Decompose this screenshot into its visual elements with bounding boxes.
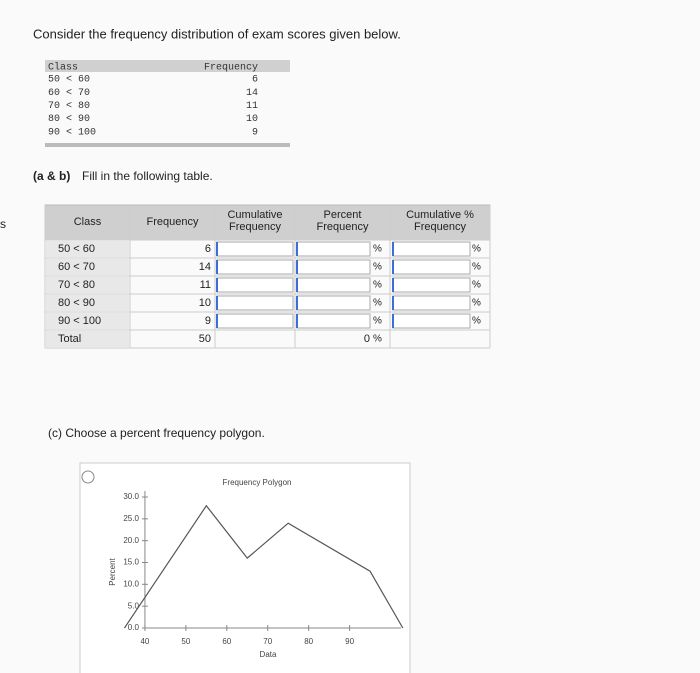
given-class: 60 < 70	[48, 88, 90, 99]
x-tick-label: 90	[345, 637, 354, 646]
percent-sign: %	[472, 280, 481, 291]
percent-sign: %	[373, 262, 382, 273]
percent-sign: %	[472, 316, 481, 327]
input-box[interactable]	[392, 313, 471, 329]
total-percent: 0	[364, 333, 370, 345]
x-tick-label: 80	[304, 637, 313, 646]
part-ab-label: (a & b)	[33, 169, 70, 183]
y-tick-label: 15.0	[123, 558, 139, 567]
class-cell-bg	[46, 259, 129, 275]
input-box[interactable]	[392, 295, 471, 311]
given-frequency: 11	[246, 101, 258, 112]
y-tick-label: 20.0	[123, 536, 139, 545]
input-box[interactable]	[216, 313, 294, 329]
given-frequency: 10	[246, 114, 258, 125]
input-box[interactable]	[296, 259, 371, 275]
y-tick-label: 5.0	[128, 601, 140, 610]
input-box[interactable]	[392, 241, 471, 257]
percent-sign: %	[373, 244, 382, 255]
given-header: Class	[48, 62, 78, 74]
chart-title: Frequency Polygon	[223, 478, 292, 487]
y-tick-label: 10.0	[123, 579, 139, 588]
class-cell: 90 < 100	[58, 315, 101, 327]
x-axis-label: Data	[260, 650, 277, 659]
y-tick-label: 0.0	[128, 623, 140, 632]
input-box[interactable]	[216, 295, 294, 311]
input-box[interactable]	[216, 241, 294, 257]
given-class: 90 < 100	[48, 127, 96, 138]
given-frequency: 6	[252, 75, 258, 86]
part-ab-text: Fill in the following table.	[82, 169, 213, 183]
input-box[interactable]	[296, 241, 371, 257]
input-box[interactable]	[216, 259, 294, 275]
input-box[interactable]	[392, 259, 471, 275]
table-header: Percent	[324, 209, 362, 221]
question: Consider the frequency distribution of e…	[33, 26, 401, 41]
frequency-cell: 6	[205, 243, 211, 255]
class-cell-bg	[46, 295, 129, 311]
input-box[interactable]	[296, 313, 371, 329]
table-header: Cumulative	[227, 209, 282, 221]
class-cell: 60 < 70	[58, 261, 95, 273]
given-frequency: 14	[246, 88, 258, 99]
margin-text: s	[0, 217, 6, 231]
chart-frame	[79, 462, 411, 673]
given-class: 50 < 60	[48, 75, 90, 86]
polygon-line	[123, 504, 404, 629]
table-header: Frequency	[229, 221, 281, 233]
frequency-cell: 11	[200, 279, 211, 291]
x-tick-label: 40	[140, 637, 149, 646]
y-tick-label: 30.0	[123, 492, 139, 501]
x-tick-label: 60	[222, 637, 231, 646]
total-frequency: 50	[199, 333, 211, 345]
y-axis-label: Percent	[108, 557, 117, 585]
class-cell: 80 < 90	[58, 297, 95, 309]
table-header: Cumulative %	[406, 209, 474, 221]
class-cell-bg	[46, 277, 129, 293]
radio-button[interactable]	[81, 470, 95, 484]
x-tick-label: 50	[181, 637, 190, 646]
input-box[interactable]	[296, 295, 371, 311]
part-c: (c) Choose a percent frequency polygon.	[48, 426, 265, 440]
x-tick-label: 70	[263, 637, 272, 646]
y-tick-label: 25.0	[123, 514, 139, 523]
percent-sign: %	[472, 262, 481, 273]
input-box[interactable]	[392, 277, 471, 293]
frequency-cell: 14	[199, 261, 211, 273]
class-cell: 70 < 80	[58, 279, 95, 291]
given-header-bg	[45, 60, 290, 72]
percent-sign: %	[373, 334, 382, 345]
percent-sign: %	[373, 280, 382, 291]
input-box[interactable]	[296, 277, 371, 293]
total-label: Total	[58, 333, 81, 345]
given-frequency: 9	[252, 127, 258, 138]
input-box[interactable]	[216, 277, 294, 293]
class-cell-bg	[46, 331, 129, 347]
class-cell: 50 < 60	[58, 243, 95, 255]
class-cell-bg	[46, 313, 129, 329]
percent-sign: %	[373, 298, 382, 309]
table-header: Frequency	[147, 216, 199, 228]
percent-sign: %	[472, 298, 481, 309]
class-cell-bg	[46, 241, 129, 257]
given-rule	[45, 143, 290, 147]
table-header: Frequency	[414, 221, 466, 233]
percent-sign: %	[373, 316, 382, 327]
table-header: Class	[74, 216, 102, 228]
given-class: 70 < 80	[48, 101, 90, 112]
frequency-cell: 9	[205, 315, 211, 327]
table-header-bg	[44, 204, 491, 241]
percent-sign: %	[472, 244, 481, 255]
given-class: 80 < 90	[48, 114, 90, 125]
frequency-cell: 10	[199, 297, 211, 309]
given-header: Frequency	[204, 63, 258, 74]
table-header: Frequency	[317, 221, 369, 233]
